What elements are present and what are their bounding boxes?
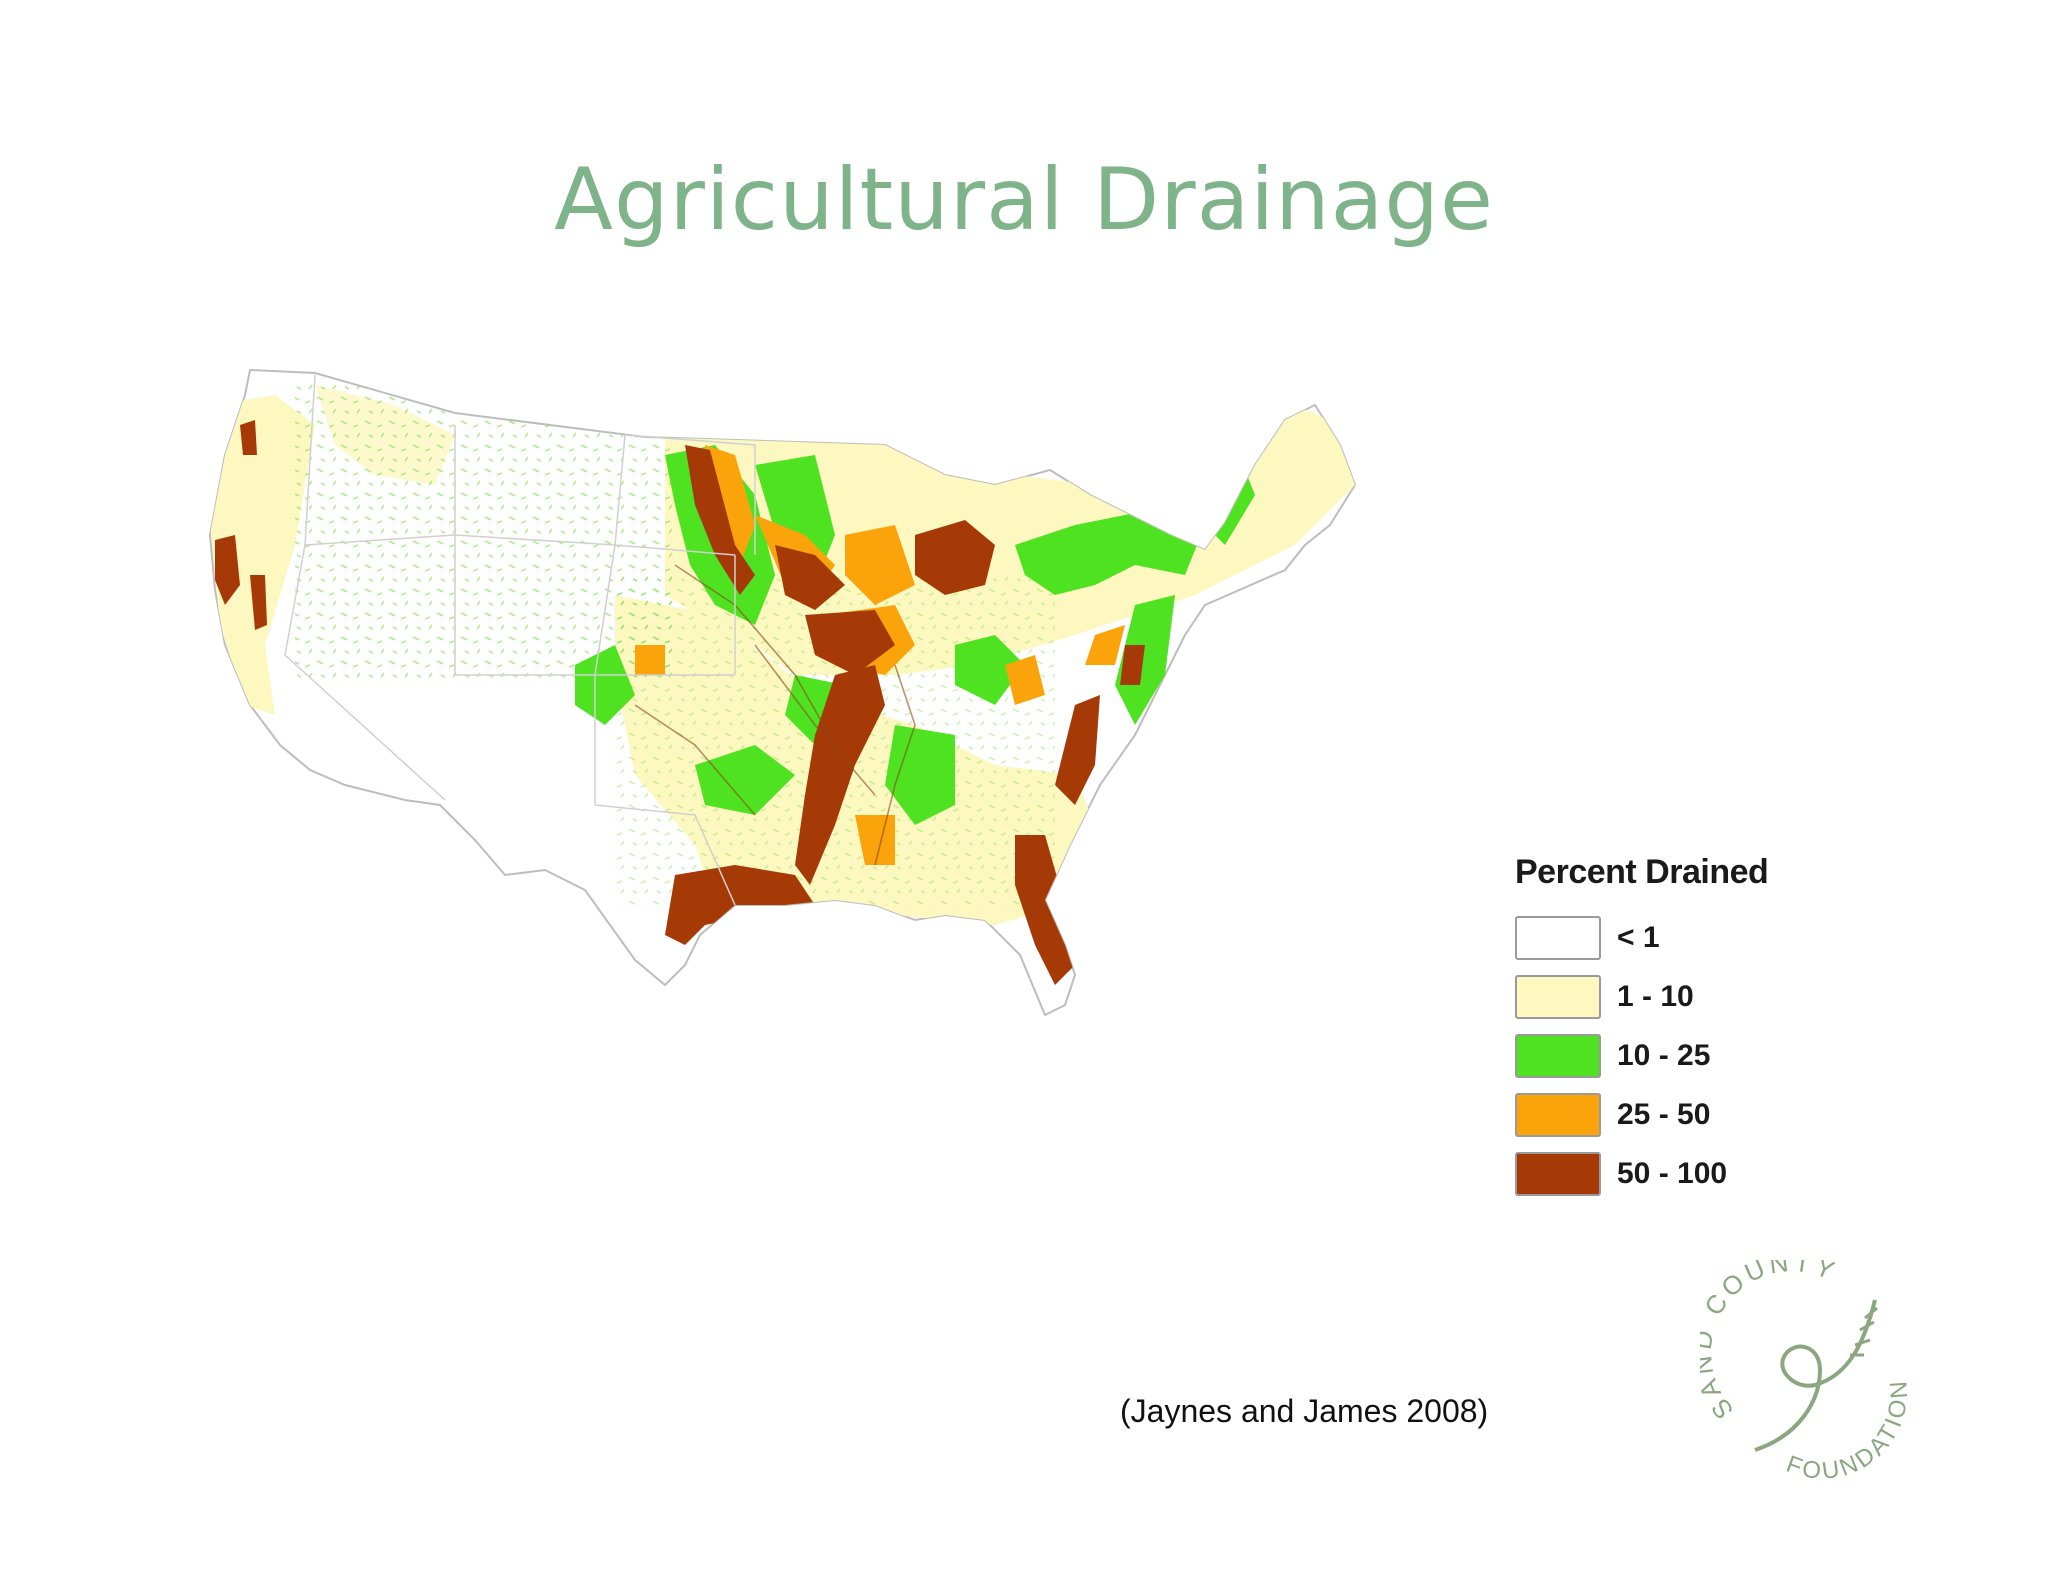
legend-swatch [1515,974,1601,1019]
legend-label: 50 - 100 [1617,1156,1728,1190]
legend-label: < 1 [1617,920,1660,954]
citation: (Jaynes and James 2008) [1120,1393,1489,1429]
drainage-50-100-areas [215,420,1145,985]
legend-item-25-50: 25 - 50 [1515,1085,1815,1144]
legend-item-10-25: 10 - 25 [1515,1026,1815,1085]
logo-text-top: SAND COUNTY [1700,1260,1838,1425]
legend-item-1-10: 1 - 10 [1515,967,1815,1026]
svg-text:FOUNDATION: FOUNDATION [1783,1377,1914,1485]
sand-county-foundation-logo: SAND COUNTY FOUNDATION [1700,1260,1914,1485]
legend-swatch [1515,1033,1601,1078]
river-lines [634,564,916,866]
legend-label: 10 - 25 [1617,1038,1711,1072]
map-legend: Percent Drained < 1 1 - 10 10 - 25 25 - … [1515,853,1815,1203]
legend-label: 25 - 50 [1617,1097,1711,1131]
legend-title: Percent Drained [1515,853,1769,891]
legend-item-lt1: < 1 [1515,908,1815,967]
svg-text:SAND COUNTY: SAND COUNTY [1700,1260,1842,1425]
legend-swatch [1515,1151,1601,1196]
state-borders [284,374,756,906]
drainage-map [208,368,1357,1017]
legend-swatch [1515,915,1601,960]
slide-title: Agricultural Drainage [554,150,1494,250]
logo-text-bottom: FOUNDATION [1783,1377,1911,1485]
legend-label: 1 - 10 [1617,979,1694,1013]
legend-item-50-100: 50 - 100 [1515,1144,1815,1203]
legend-swatch [1515,1092,1601,1137]
wheat-stalk-icon [1754,1299,1878,1452]
